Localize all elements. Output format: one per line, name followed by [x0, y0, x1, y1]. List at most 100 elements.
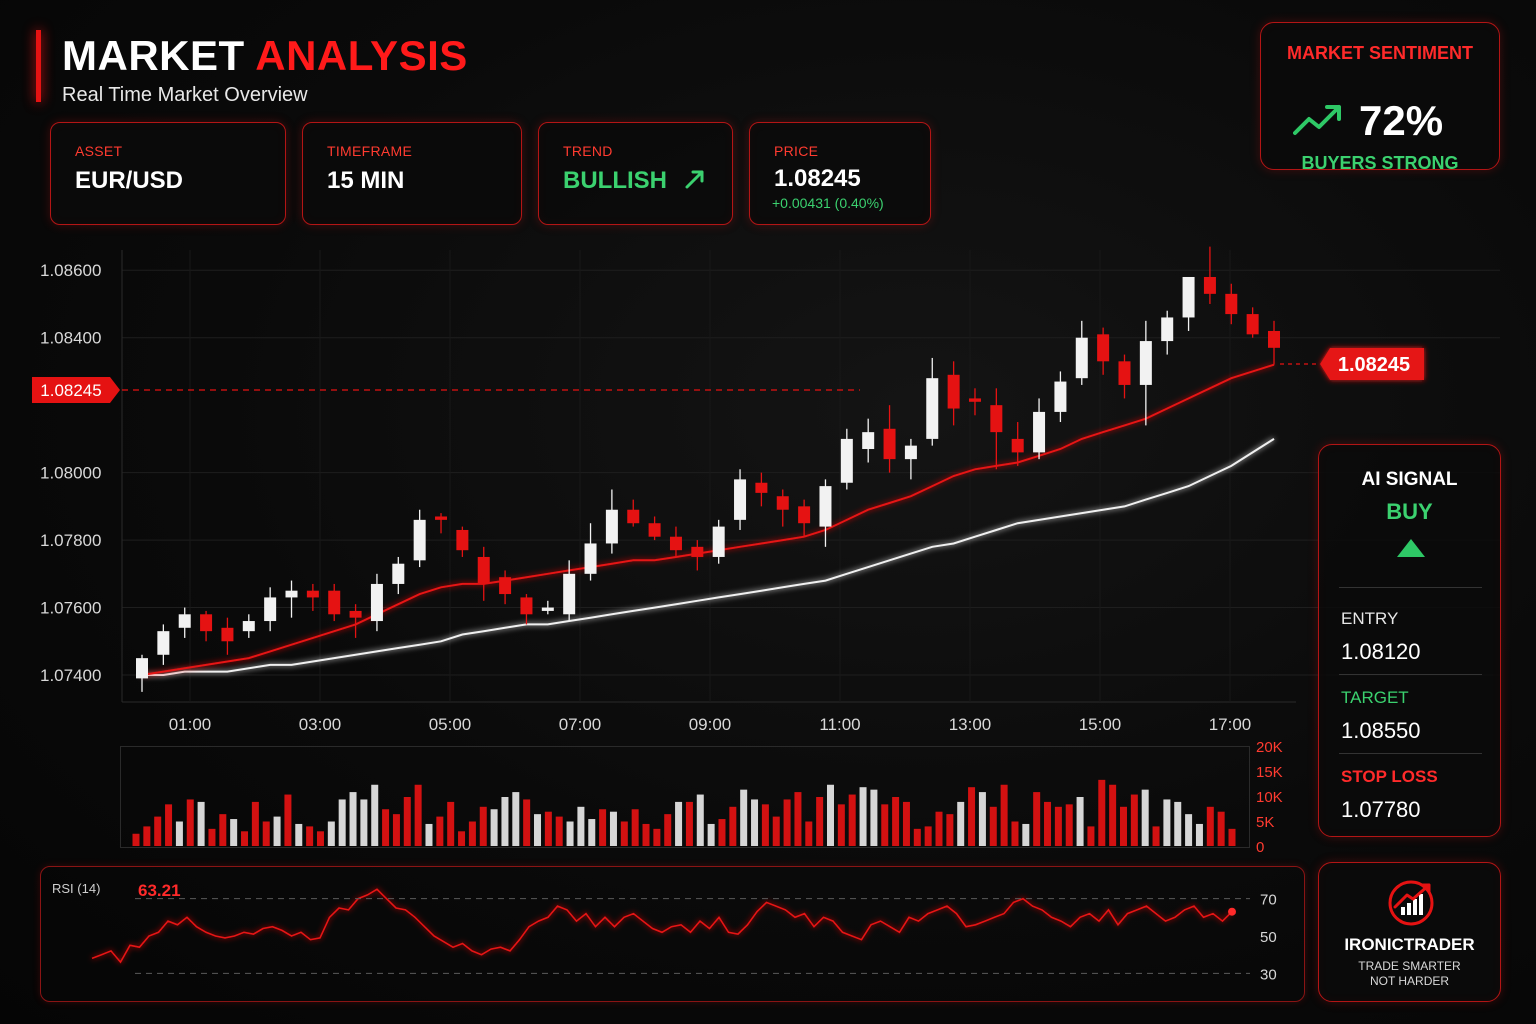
volume-bar — [751, 799, 759, 846]
candle-body — [178, 614, 191, 628]
volume-bars — [132, 779, 1236, 846]
price-card[interactable]: PRICE 1.08245 +0.00431 (0.40%) — [749, 122, 931, 225]
y-tick-label: 1.07800 — [40, 531, 101, 550]
rsi-value: 63.21 — [138, 881, 181, 900]
bull-candle — [1182, 276, 1195, 331]
volume-tick-label: 5K — [1256, 814, 1274, 831]
candle-body — [413, 519, 426, 561]
bull-candle — [904, 438, 917, 480]
volume-bar — [360, 799, 368, 846]
candle-body — [734, 479, 747, 520]
signal-divider — [1339, 753, 1482, 754]
candle-body — [627, 509, 640, 524]
trend-up-arrow-icon — [685, 170, 704, 189]
volume-bar — [512, 792, 520, 846]
bear-candle — [435, 513, 448, 534]
moving-averages — [141, 363, 1275, 676]
candle-body — [883, 428, 896, 460]
bear-candle — [1225, 283, 1238, 325]
candle-body — [605, 509, 618, 544]
candle-body — [819, 486, 832, 527]
page-subtitle: Real Time Market Overview — [62, 84, 308, 106]
volume-tick-label: 10K — [1256, 789, 1283, 806]
timeframe-value: 15 MIN — [327, 167, 405, 194]
bear-candle — [669, 526, 682, 557]
volume-bar — [837, 804, 845, 846]
volume-bar — [696, 794, 704, 846]
market-sentiment-card[interactable]: MARKET SENTIMENT 72% BUYERS STRONG — [1260, 22, 1500, 173]
brand-logo-icon — [1388, 880, 1434, 926]
bear-candle — [477, 546, 490, 601]
bull-candle — [136, 654, 148, 692]
rsi-path — [91, 888, 1233, 964]
volume-bar — [197, 801, 205, 846]
candle-body — [1097, 334, 1110, 362]
volume-bar — [577, 806, 585, 846]
target-label: TARGET — [1341, 688, 1409, 707]
candle-body — [499, 577, 512, 595]
candles — [136, 246, 1280, 692]
trend-label: TREND — [563, 143, 613, 159]
sentiment-status: BUYERS STRONG — [1301, 153, 1459, 173]
candle-body — [1161, 317, 1174, 342]
volume-bar — [1174, 801, 1182, 846]
volume-bar — [316, 831, 324, 846]
bull-candle — [563, 560, 576, 622]
timeframe-card[interactable]: TIMEFRAME 15 MIN — [302, 122, 522, 225]
candle-body — [1246, 314, 1259, 335]
brand-tagline-line-2: NOT HARDER — [1369, 974, 1450, 988]
signal-divider — [1339, 587, 1482, 588]
ai-signal-card[interactable]: AI SIGNAL BUY ENTRY 1.08120 TARGET 1.085… — [1318, 444, 1501, 837]
volume-bar — [165, 804, 173, 846]
trend-card[interactable]: TREND BULLISH — [538, 122, 733, 225]
volume-bar — [1033, 792, 1041, 846]
volume-bar — [479, 806, 487, 846]
bear-candle — [798, 499, 811, 537]
candle-body — [947, 374, 960, 409]
volume-bar — [436, 816, 444, 846]
volume-bar — [631, 809, 639, 846]
volume-bar — [208, 828, 216, 846]
asset-card[interactable]: ASSET EUR/USD — [50, 122, 286, 225]
candle-body — [242, 621, 255, 632]
volume-bar — [1206, 806, 1214, 846]
x-tick-label: 07:00 — [559, 715, 602, 734]
bear-candle — [691, 540, 704, 571]
entry-value: 1.08120 — [1341, 639, 1421, 664]
rsi-tick-label: 70 — [1260, 892, 1277, 909]
candle-body — [264, 597, 277, 622]
candle-body — [669, 536, 682, 551]
price-y-axis: 1.07400 1.07600 1.07800 1.08000 1.08400 1.086… — [40, 261, 101, 685]
bear-candle — [968, 388, 981, 416]
brand-name: IRONICTRADER — [1344, 935, 1475, 954]
candle-body — [1075, 337, 1088, 379]
volume-bar — [306, 826, 314, 846]
x-tick-label: 03:00 — [299, 715, 342, 734]
bull-candle — [541, 600, 554, 615]
asset-label: ASSET — [75, 143, 123, 159]
bull-candle — [926, 357, 939, 446]
volume-bar — [1109, 784, 1117, 846]
bear-candle — [947, 361, 960, 426]
volume-bar — [458, 831, 466, 846]
page-title: MARKET ANALYSIS — [62, 32, 468, 80]
y-tick-label: 1.07400 — [40, 666, 101, 685]
volume-bar — [566, 821, 574, 846]
volume-bar — [1152, 826, 1160, 846]
brand-card[interactable]: IRONICTRADER TRADE SMARTER NOT HARDER — [1318, 862, 1501, 1002]
candle-body — [392, 563, 405, 584]
bull-candle — [1139, 320, 1152, 426]
rsi-y-axis: 70 50 30 — [135, 892, 1277, 983]
bear-candle — [221, 617, 234, 655]
volume-bar — [718, 819, 726, 846]
candle-body — [1182, 276, 1195, 318]
volume-bar — [1022, 823, 1030, 846]
candle-body — [926, 378, 939, 439]
volume-bar — [924, 826, 932, 846]
candle-body — [285, 590, 298, 598]
bear-candle — [1203, 246, 1216, 304]
volume-bar — [675, 801, 683, 846]
price-label: PRICE — [774, 143, 819, 159]
signal-title: AI SIGNAL — [1361, 469, 1458, 490]
